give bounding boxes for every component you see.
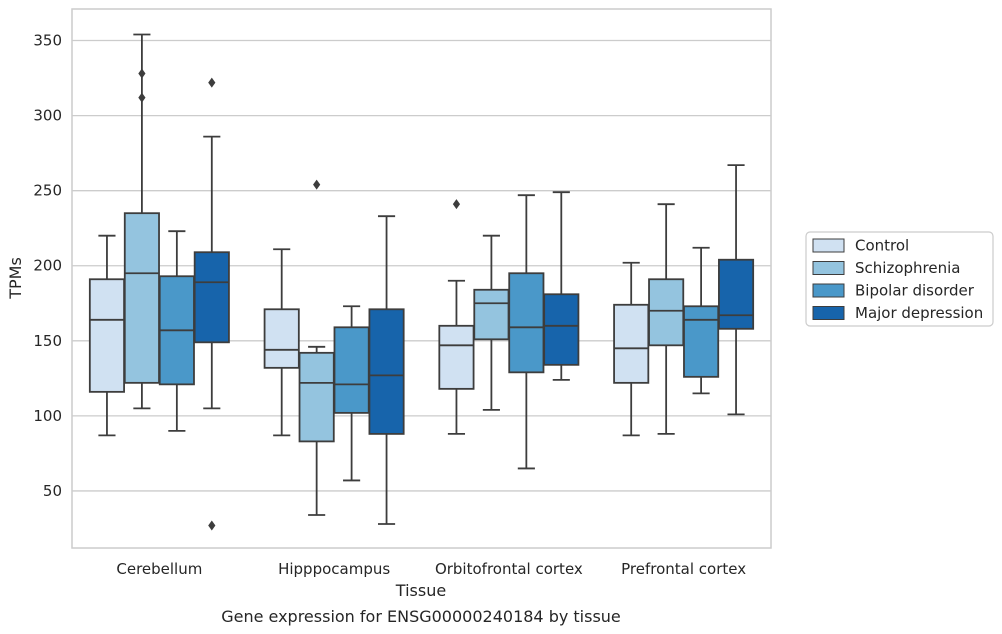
outlier-point bbox=[208, 77, 216, 88]
y-tick-label: 250 bbox=[33, 182, 62, 200]
legend-swatch bbox=[812, 261, 845, 275]
box bbox=[438, 324, 475, 390]
box-1-1 bbox=[298, 179, 335, 516]
legend-frame bbox=[805, 231, 994, 327]
chart-caption: Gene expression for ENSG00000240184 by t… bbox=[221, 607, 621, 626]
x-axis-label: Tissue bbox=[395, 581, 446, 600]
box-0-1 bbox=[123, 33, 160, 410]
outlier-point bbox=[452, 199, 461, 210]
box bbox=[298, 351, 335, 443]
box-2-1 bbox=[473, 234, 510, 411]
y-tick-label: 50 bbox=[43, 482, 62, 500]
x-tick-label: Orbitofrontal cortex bbox=[435, 560, 583, 578]
y-tick-label: 350 bbox=[33, 32, 62, 50]
x-tick-label: Hipppocampus bbox=[278, 560, 390, 578]
outlier-point bbox=[313, 179, 321, 190]
box bbox=[543, 293, 580, 366]
box-2-3 bbox=[543, 191, 580, 381]
legend-label: Control bbox=[855, 237, 909, 255]
box bbox=[683, 305, 720, 378]
box bbox=[508, 272, 545, 374]
legend-swatch bbox=[812, 306, 845, 320]
box bbox=[333, 326, 370, 414]
box-2-0 bbox=[438, 199, 475, 435]
box-1-2 bbox=[333, 305, 370, 482]
plot-frame bbox=[71, 8, 772, 549]
legend-label: Bipolar disorder bbox=[855, 282, 975, 300]
box bbox=[368, 308, 405, 435]
box bbox=[473, 288, 510, 341]
y-tick-labels: 50 100 150 200 250 300 350 bbox=[33, 32, 62, 500]
box-3-0 bbox=[613, 261, 650, 437]
legend-label: Schizophrenia bbox=[855, 259, 960, 277]
box bbox=[613, 303, 650, 384]
y-tick-label: 200 bbox=[33, 257, 62, 275]
x-tick-label: Prefrontal cortex bbox=[621, 560, 746, 578]
box-0-3 bbox=[193, 77, 230, 531]
box bbox=[648, 278, 685, 347]
legend-label: Major depression bbox=[855, 304, 983, 322]
legend-swatch bbox=[812, 283, 845, 298]
box-3-3 bbox=[718, 164, 755, 416]
box bbox=[193, 251, 230, 344]
y-tick-label: 150 bbox=[33, 332, 62, 350]
box-0-2 bbox=[158, 230, 195, 432]
y-tick-label: 100 bbox=[33, 407, 62, 425]
outlier-point bbox=[138, 68, 146, 79]
box-3-2 bbox=[683, 246, 720, 395]
box-1-0 bbox=[263, 248, 300, 437]
x-tick-label: Cerebellum bbox=[116, 560, 202, 578]
x-tick-labels: Cerebellum Hipppocampus Orbitofrontal cort… bbox=[116, 560, 746, 578]
legend-swatch bbox=[812, 238, 845, 253]
y-tick-label: 300 bbox=[33, 107, 62, 125]
outlier-point bbox=[138, 92, 146, 103]
box bbox=[263, 308, 300, 369]
box-1-3 bbox=[368, 215, 405, 525]
box bbox=[718, 258, 755, 330]
box-0-0 bbox=[88, 234, 125, 437]
box-3-1 bbox=[648, 203, 685, 435]
legend: Control Schizophrenia Bipolar disorder Majo… bbox=[805, 231, 994, 327]
outlier-point bbox=[208, 520, 216, 531]
box bbox=[88, 278, 125, 393]
box-2-2 bbox=[508, 194, 545, 470]
y-axis-label: TPMs bbox=[6, 257, 25, 300]
box bbox=[123, 212, 160, 384]
box-groups bbox=[88, 33, 755, 531]
